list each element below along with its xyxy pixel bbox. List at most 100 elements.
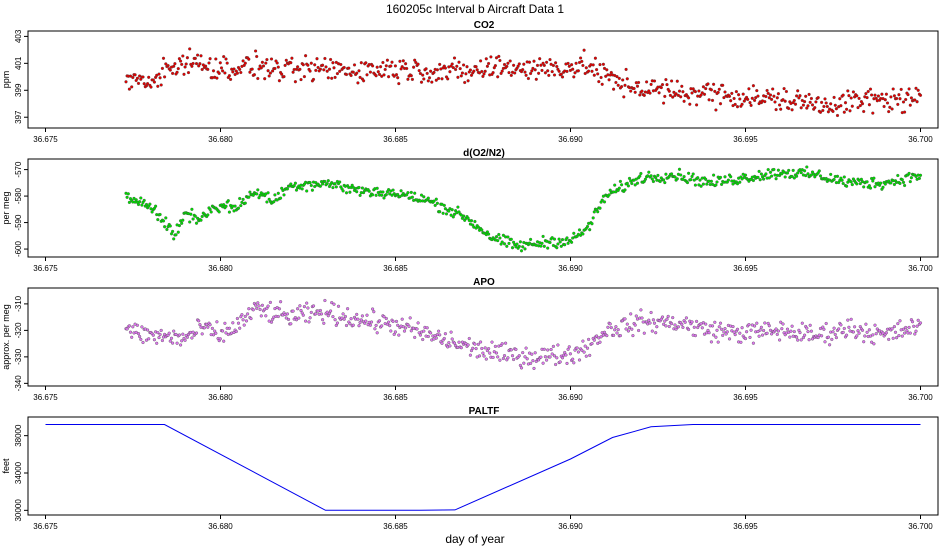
data-point [239,70,243,75]
data-point [835,174,840,178]
data-point [314,312,318,316]
data-point [668,93,672,97]
data-point [632,86,636,91]
data-point [522,62,526,66]
x-tick-label: 36.680 [208,522,233,531]
data-point [775,332,779,336]
data-point [615,75,619,79]
data-point [698,178,702,182]
data-point [346,307,350,311]
data-point [806,104,810,108]
data-point [413,335,417,339]
data-point [831,330,835,334]
data-point [716,90,720,94]
data-point [751,178,755,183]
data-point [816,96,820,100]
data-point [670,172,674,176]
data-point [916,318,920,322]
data-point [443,66,447,70]
data-point [449,330,453,334]
y-tick-label: -580 [14,188,23,205]
data-point [756,94,760,98]
data-point [266,304,270,308]
data-point [404,326,408,330]
data-point [907,87,911,91]
data-point [846,318,850,322]
data-point [898,97,902,101]
data-point [506,235,510,239]
data-point [438,333,442,337]
y-tick-label: -340 [14,375,23,392]
data-point [804,174,808,178]
data-point [862,109,866,114]
data-point [774,327,778,331]
data-point [710,324,715,328]
data-point [349,73,353,78]
data-point [380,324,384,328]
data-point [172,237,176,241]
data-point [580,59,584,63]
data-point [545,60,549,64]
data-point [191,61,195,66]
data-point [280,72,284,76]
data-point [273,193,277,197]
data-point [472,69,476,73]
x-ticks-apo: 36.675 36.680 36.685 36.690 36.695 36.700 [33,386,933,402]
data-point [514,347,518,351]
data-point [663,94,667,98]
data-point [850,104,854,108]
data-point [705,182,709,186]
data-point [136,202,141,207]
data-point [525,357,529,361]
data-point [519,249,524,253]
data-point [190,207,194,211]
data-point [194,221,199,225]
data-point [359,318,363,322]
data-point [231,321,235,325]
data-point [601,62,605,66]
data-point [860,328,865,332]
data-point [365,73,369,77]
data-point [832,177,836,182]
data-point [546,246,550,250]
data-point [189,212,193,216]
data-point [583,71,587,76]
data-point [214,57,218,61]
data-point [907,171,911,175]
data-point [867,328,871,332]
x-tick-label: 36.680 [208,393,233,402]
data-point [268,300,272,304]
data-point [882,104,886,109]
data-point [751,341,755,345]
data-point [330,76,334,80]
data-point [126,192,130,196]
plot-area-co2 [124,47,923,118]
data-point [807,92,811,96]
data-point [236,321,241,325]
data-point [799,171,803,175]
data-point [612,333,616,337]
data-point [901,100,906,104]
data-point [231,70,235,74]
data-point [642,331,646,335]
data-point [513,71,517,75]
data-point [599,75,603,80]
data-point [560,238,565,242]
data-point [593,56,597,60]
data-point [891,87,895,91]
data-point [702,92,707,96]
data-point [456,205,460,209]
data-point [846,89,850,93]
data-point [605,334,609,338]
data-point [344,323,349,328]
data-point [241,197,245,201]
data-point [524,346,528,350]
data-point [437,76,441,81]
data-point [226,199,230,203]
data-point [707,98,711,102]
data-point [156,331,160,335]
data-point [521,245,525,249]
x-tick-label: 36.690 [558,264,583,273]
data-point [666,314,670,318]
